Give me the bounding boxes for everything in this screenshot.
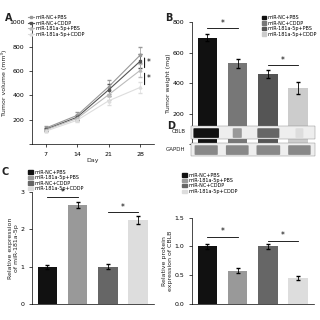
Bar <box>197 246 217 304</box>
Y-axis label: Relative protein
expression of CBLB: Relative protein expression of CBLB <box>163 231 173 291</box>
Text: *: * <box>281 231 285 240</box>
Bar <box>37 267 57 304</box>
X-axis label: Day: Day <box>86 158 99 163</box>
FancyBboxPatch shape <box>193 128 219 138</box>
FancyBboxPatch shape <box>195 145 218 155</box>
Bar <box>197 37 217 144</box>
Bar <box>288 88 308 144</box>
Text: *: * <box>281 56 285 65</box>
FancyBboxPatch shape <box>226 145 249 155</box>
Text: D: D <box>167 121 175 131</box>
Legend: miR-NC+PBS, miR-NC+CDDP, miR-181a-5p+PBS, miR-181a-5p+CDDP: miR-NC+PBS, miR-NC+CDDP, miR-181a-5p+PBS… <box>28 15 85 36</box>
Bar <box>228 271 247 304</box>
Text: B: B <box>165 13 172 23</box>
Bar <box>191 126 315 139</box>
Text: C: C <box>2 167 9 177</box>
Text: *: * <box>60 188 64 196</box>
Bar <box>98 267 118 304</box>
Legend: miR-NC+PBS, miR-181a-5p+PBS, miR-NC+CDDP, miR-181a-5p+CDDP: miR-NC+PBS, miR-181a-5p+PBS, miR-NC+CDDP… <box>182 172 237 194</box>
Text: CBLB: CBLB <box>172 129 186 134</box>
Bar <box>228 63 247 144</box>
Text: GAPDH: GAPDH <box>166 147 186 152</box>
Bar <box>128 220 148 304</box>
FancyBboxPatch shape <box>233 128 242 138</box>
Legend: miR-NC+PBS, miR-181a-5p+PBS, miR-NC+CDDP, miR-181a-5p+CDDP: miR-NC+PBS, miR-181a-5p+PBS, miR-NC+CDDP… <box>28 170 84 191</box>
Y-axis label: Tumor volume (mm³): Tumor volume (mm³) <box>2 50 7 116</box>
FancyBboxPatch shape <box>295 128 303 138</box>
Bar <box>191 143 315 156</box>
FancyBboxPatch shape <box>257 145 280 155</box>
Y-axis label: Tumor weight (mg): Tumor weight (mg) <box>166 53 171 113</box>
Text: *: * <box>220 227 224 236</box>
FancyBboxPatch shape <box>257 128 279 138</box>
Y-axis label: Relative expression
of miR-181a-5p: Relative expression of miR-181a-5p <box>8 217 19 279</box>
Bar <box>68 205 87 304</box>
Bar <box>258 74 278 144</box>
FancyBboxPatch shape <box>288 145 311 155</box>
Text: *: * <box>147 75 151 84</box>
Legend: miR-NC+PBS, miR-NC+CDDP, miR-181a-5p+PBS, miR-181a-5p+CDDP: miR-NC+PBS, miR-NC+CDDP, miR-181a-5p+PBS… <box>262 15 317 36</box>
Text: *: * <box>147 58 151 67</box>
Bar <box>288 278 308 304</box>
Bar <box>258 246 278 304</box>
Text: A: A <box>5 13 13 23</box>
Text: *: * <box>220 19 224 28</box>
Text: *: * <box>121 203 125 212</box>
